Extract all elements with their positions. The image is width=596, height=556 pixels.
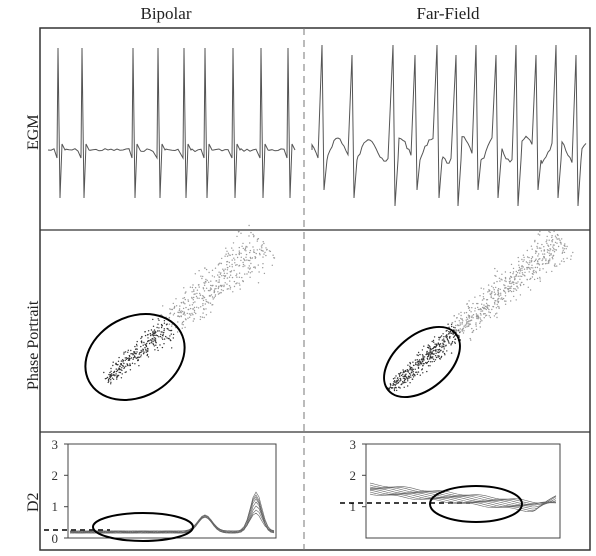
- d2-bipolar-tick-3: 3: [52, 437, 59, 452]
- egm-trace-far-field: [311, 44, 587, 207]
- d2-ellipse-bipolar: [92, 512, 194, 542]
- phase-portrait-far-field: [386, 230, 574, 395]
- phase-portrait-bipolar: [103, 224, 276, 385]
- d2-far-tick-3: 3: [350, 437, 357, 452]
- d2-axes-bipolar: [67, 443, 277, 539]
- d2-plot-bipolar: 0 1 2 3: [44, 437, 277, 546]
- column-title-far-field: Far-Field: [416, 4, 480, 23]
- d2-plot-far-field: 1 2 3: [340, 437, 561, 539]
- d2-bipolar-tick-0: 0: [52, 531, 59, 546]
- row-label-egm: EGM: [25, 114, 42, 150]
- d2-far-tick-1: 1: [350, 499, 357, 514]
- egm-trace-bipolar: [47, 47, 296, 199]
- d2-far-tick-2: 2: [350, 468, 357, 483]
- row-label-d2: D2: [25, 492, 42, 512]
- figure-frame: [39, 27, 591, 551]
- phase-portrait-ellipse-far-field: [383, 325, 461, 399]
- d2-curves-bipolar: [69, 491, 275, 534]
- d2-bipolar-tick-2: 2: [52, 468, 59, 483]
- d2-ellipse-far-field: [429, 485, 523, 523]
- row-label-phase-portrait: Phase Portrait: [25, 300, 42, 390]
- d2-bipolar-tick-1: 1: [52, 499, 59, 514]
- phase-portrait-ellipse-bipolar: [84, 313, 186, 401]
- column-title-bipolar: Bipolar: [140, 4, 192, 23]
- d2-axes-far-field: [365, 443, 561, 539]
- d2-curves-far-field: [369, 482, 557, 513]
